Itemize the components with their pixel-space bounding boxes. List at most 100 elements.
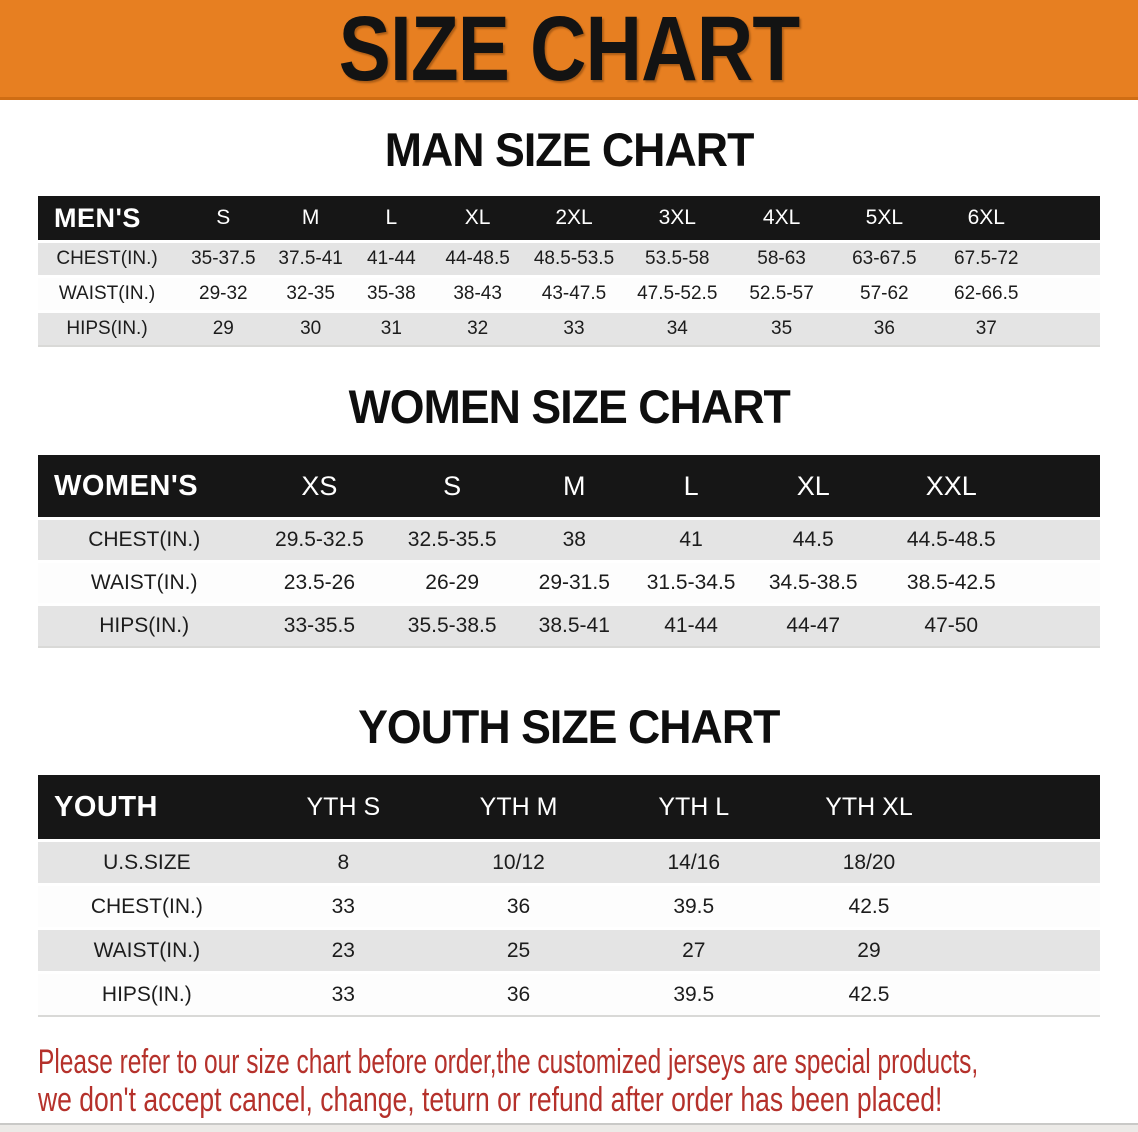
size-cell: 39.5 — [606, 971, 782, 1016]
size-cell: 42.5 — [781, 883, 957, 929]
row-label: HIPS(IN.) — [38, 971, 256, 1016]
column-header: XL — [749, 455, 877, 519]
size-cell: 32-35 — [270, 275, 351, 312]
row-label: CHEST(IN.) — [38, 517, 251, 562]
youth-size-heading: YOUTH SIZE CHART — [0, 703, 1138, 751]
filler-cell — [1037, 310, 1100, 346]
table-header-row: WOMEN'S XS S M L XL XXL — [38, 455, 1100, 519]
size-cell: 44-47 — [749, 603, 877, 647]
table-corner-label: WOMEN'S — [38, 455, 251, 519]
table-row: WAIST(IN.) 29-32 32-35 35-38 38-43 43-47.5 47.… — [38, 275, 1100, 312]
bottom-edge — [0, 1123, 1138, 1132]
row-label: CHEST(IN.) — [38, 883, 256, 929]
column-header: 3XL — [624, 196, 730, 242]
column-header: L — [632, 455, 750, 519]
banner-title: SIZE CHART — [338, 0, 801, 100]
table-header-row: YOUTH YTH S YTH M YTH L YTH XL — [38, 775, 1100, 841]
filler-cell — [1025, 455, 1100, 519]
size-table: YOUTH YTH S YTH M YTH L YTH XL U.S.SIZE 8 10/12… — [38, 775, 1100, 1017]
row-label: WAIST(IN.) — [38, 560, 251, 605]
table-header-row: MEN'S S M L XL 2XL 3XL 4XL 5XL 6XL — [38, 196, 1100, 242]
size-cell: 57-62 — [833, 275, 936, 312]
man-size-section: MAN SIZE CHART MEN'S S M L XL 2XL 3XL 4XL 5XL 6XL… — [0, 126, 1138, 347]
size-cell: 67.5-72 — [935, 240, 1038, 277]
size-chart-banner: SIZE CHART — [0, 0, 1138, 100]
size-cell: 33-35.5 — [250, 603, 389, 647]
women-size-section: WOMEN SIZE CHART WOMEN'S XS S M L XL XXL CHEST(… — [0, 383, 1138, 648]
column-header: L — [350, 196, 432, 242]
column-header: YTH L — [606, 775, 782, 841]
filler-cell — [1037, 240, 1100, 277]
size-cell: 27 — [606, 927, 782, 973]
column-header: S — [388, 455, 516, 519]
size-cell: 47.5-52.5 — [624, 275, 730, 312]
table-row: CHEST(IN.) 33 36 39.5 42.5 — [38, 883, 1100, 929]
filler-cell — [956, 839, 1100, 885]
filler-cell — [1037, 196, 1100, 242]
size-cell: 35.5-38.5 — [388, 603, 516, 647]
filler-cell — [1025, 517, 1100, 562]
table-row: WAIST(IN.) 23.5-26 26-29 29-31.5 31.5-34.5 34… — [38, 560, 1100, 605]
youth-size-section: YOUTH SIZE CHART YOUTH YTH S YTH M YTH L YTH… — [0, 703, 1138, 1017]
size-cell: 44.5 — [749, 517, 877, 562]
size-cell: 63-67.5 — [833, 240, 936, 277]
size-cell: 32.5-35.5 — [388, 517, 516, 562]
table-row: WAIST(IN.) 23 25 27 29 — [38, 927, 1100, 973]
size-cell: 35-37.5 — [176, 240, 271, 277]
size-cell: 38.5-41 — [515, 603, 633, 647]
filler-cell — [956, 883, 1100, 929]
row-label: U.S.SIZE — [38, 839, 256, 885]
size-cell: 44-48.5 — [431, 240, 524, 277]
size-cell: 35 — [729, 310, 834, 346]
size-cell: 43-47.5 — [523, 275, 625, 312]
size-cell: 32 — [431, 310, 524, 346]
row-label: CHEST(IN.) — [38, 240, 177, 277]
column-header: YTH XL — [781, 775, 957, 841]
column-header: M — [270, 196, 351, 242]
size-cell: 23.5-26 — [250, 560, 389, 605]
filler-cell — [956, 927, 1100, 973]
size-cell: 41 — [632, 517, 750, 562]
column-header: 2XL — [523, 196, 625, 242]
man-size-heading: MAN SIZE CHART — [0, 126, 1138, 174]
size-cell: 37 — [935, 310, 1038, 346]
table-corner-label: YOUTH — [38, 775, 256, 841]
size-cell: 29-32 — [176, 275, 271, 312]
youth-size-table-container: YOUTH YTH S YTH M YTH L YTH XL U.S.SIZE 8 10/12… — [0, 775, 1138, 1017]
column-header: XL — [431, 196, 524, 242]
size-cell: 33 — [255, 971, 431, 1016]
size-cell: 42.5 — [781, 971, 957, 1016]
size-cell: 23 — [255, 927, 431, 973]
column-header: 4XL — [729, 196, 834, 242]
size-cell: 29 — [176, 310, 271, 346]
size-cell: 52.5-57 — [729, 275, 834, 312]
size-cell: 39.5 — [606, 883, 782, 929]
size-cell: 33 — [523, 310, 625, 346]
size-table: WOMEN'S XS S M L XL XXL CHEST(IN.) 29.5-32.5 32.5… — [38, 455, 1100, 648]
size-cell: 34 — [624, 310, 730, 346]
women-size-table-container: WOMEN'S XS S M L XL XXL CHEST(IN.) 29.5-32.5 32.5… — [0, 455, 1138, 648]
row-label: HIPS(IN.) — [38, 310, 177, 346]
size-cell: 33 — [255, 883, 431, 929]
size-cell: 31 — [350, 310, 432, 346]
column-header: M — [515, 455, 633, 519]
size-cell: 18/20 — [781, 839, 957, 885]
size-cell: 26-29 — [388, 560, 516, 605]
column-header: XS — [250, 455, 389, 519]
column-header: XXL — [876, 455, 1026, 519]
filler-cell — [1037, 275, 1100, 312]
size-cell: 29 — [781, 927, 957, 973]
table-row: HIPS(IN.) 29 30 31 32 33 34 35 36 37 — [38, 310, 1100, 346]
row-label: WAIST(IN.) — [38, 275, 177, 312]
size-cell: 38-43 — [431, 275, 524, 312]
disclaimer-line-2: we don't accept cancel, change, teturn o… — [38, 1081, 943, 1119]
size-cell: 62-66.5 — [935, 275, 1038, 312]
size-table: MEN'S S M L XL 2XL 3XL 4XL 5XL 6XL CHEST(IN.) 35-37… — [38, 196, 1100, 347]
size-cell: 36 — [430, 971, 607, 1016]
size-cell: 36 — [430, 883, 607, 929]
women-size-heading: WOMEN SIZE CHART — [0, 383, 1138, 431]
table-row: U.S.SIZE 8 10/12 14/16 18/20 — [38, 839, 1100, 885]
filler-cell — [956, 971, 1100, 1016]
column-header: 6XL — [935, 196, 1038, 242]
row-label: WAIST(IN.) — [38, 927, 256, 973]
